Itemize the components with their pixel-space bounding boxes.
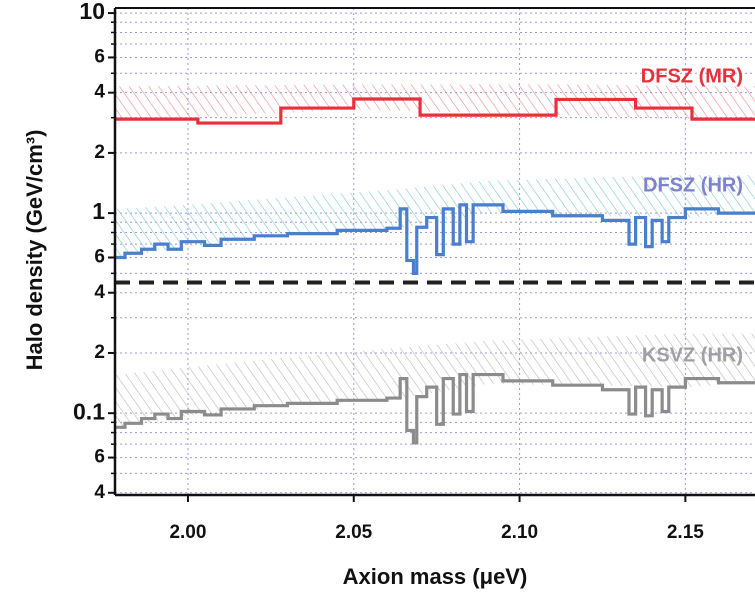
x-tick-label: 2.10: [501, 522, 538, 543]
x-tick-label: 2.05: [335, 522, 372, 543]
y-tick-label: 2: [94, 342, 105, 363]
y-axis-title: Halo density (GeV/cm³): [22, 130, 47, 371]
series-line: [115, 97, 755, 125]
y-tick-label: 6: [94, 247, 105, 268]
uncertainty-band: [115, 333, 755, 428]
series-label: DFSZ (MR): [641, 65, 743, 87]
y-tick-label: 2: [94, 142, 105, 163]
plot-area: [115, 84, 755, 445]
x-tick-label: 2.00: [169, 522, 206, 543]
series-line: [115, 372, 755, 445]
x-axis-title: Axion mass (μeV): [343, 564, 528, 589]
y-tick-label: 4: [94, 282, 105, 303]
y-tick-label: 4: [94, 82, 105, 103]
axes: [108, 7, 755, 502]
uncertainty-band: [115, 84, 755, 121]
series-label: KSVZ (HR): [642, 344, 743, 366]
y-tick-label: 0.1: [73, 398, 105, 424]
series-line: [115, 203, 755, 275]
y-tick-label: 4: [94, 482, 105, 503]
series-label: DFSZ (HR): [643, 174, 743, 196]
y-tick-label: 10: [79, 0, 105, 24]
x-tick-label: 2.15: [667, 522, 704, 543]
y-tick-label: 6: [94, 46, 105, 67]
y-tick-label: 6: [94, 447, 105, 468]
y-tick-label: 1: [92, 198, 105, 224]
